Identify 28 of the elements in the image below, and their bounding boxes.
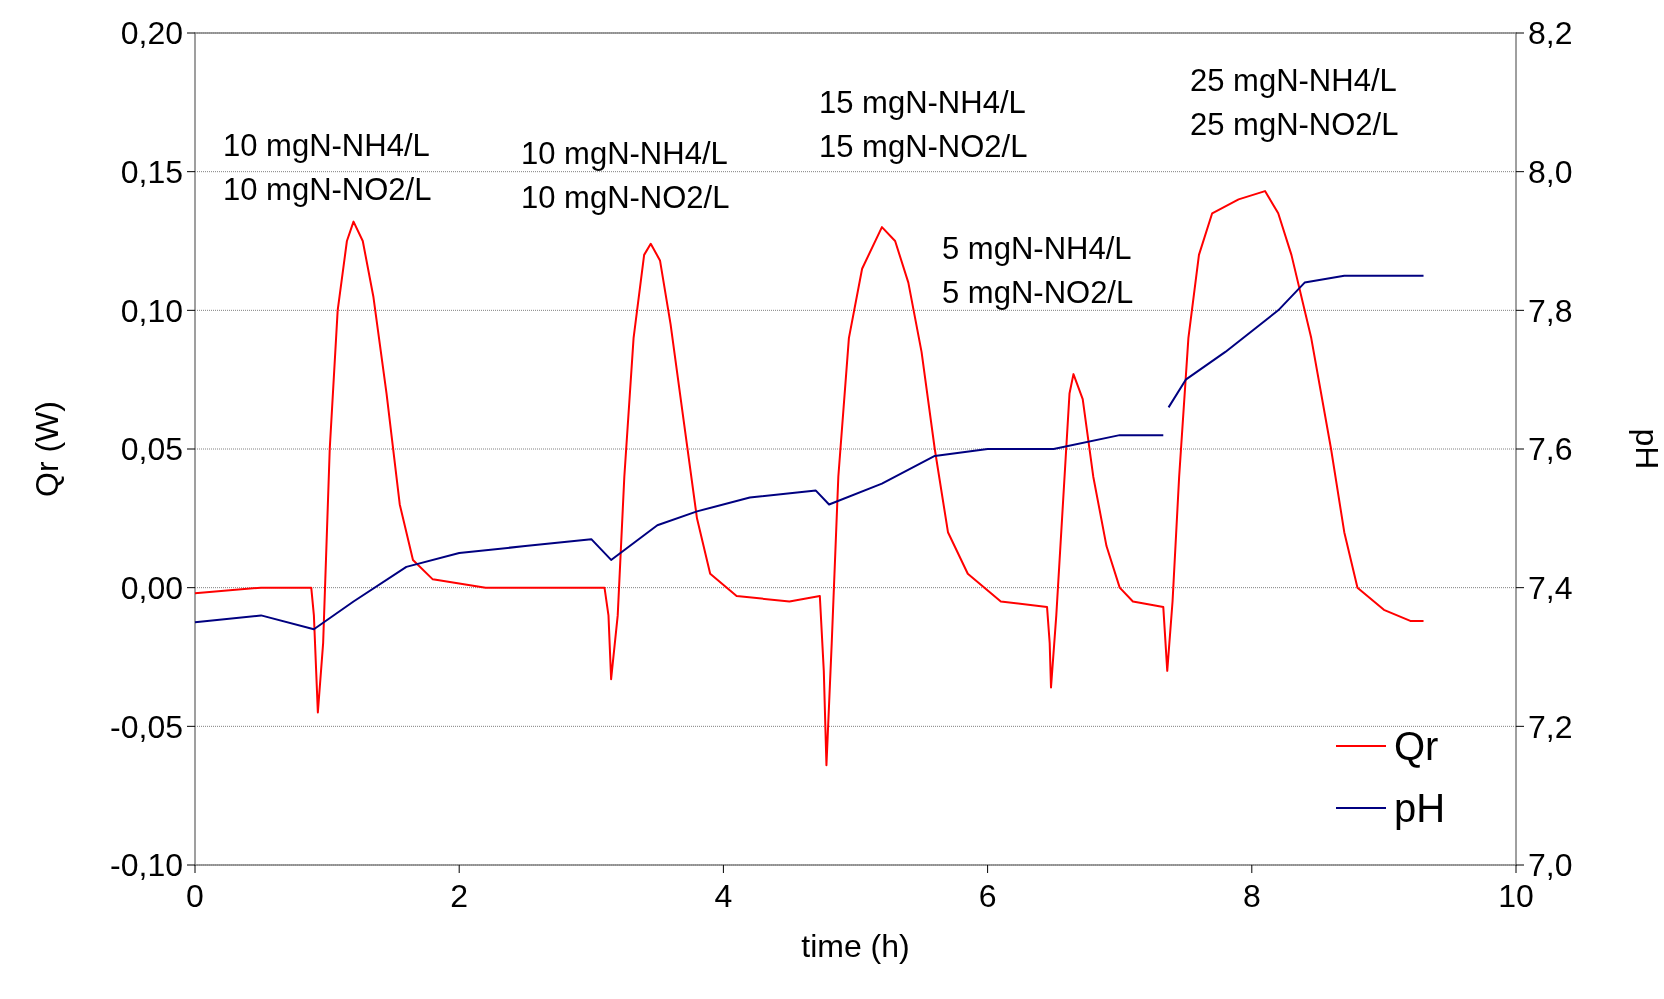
- y-tick-label: 0,05: [120, 431, 183, 468]
- x-tick-label: 4: [714, 878, 733, 914]
- y-tick-label: 0,15: [120, 153, 183, 190]
- annotation: 5 mgN-NH4/L 5 mgN-NO2/L: [942, 231, 1134, 310]
- legend-label: pH: [1394, 786, 1446, 830]
- y2-tick-label: 7,2: [1528, 708, 1573, 745]
- legend-label: Qr: [1394, 724, 1439, 768]
- annotation: 25 mgN-NH4/L 25 mgN-NO2/L: [1190, 63, 1399, 142]
- y-axis-title: Qr (W): [29, 401, 65, 497]
- annotation: 15 mgN-NH4/L 15 mgN-NO2/L: [819, 85, 1028, 164]
- x-tick-label: 6: [978, 878, 997, 914]
- x-tick-label: 2: [450, 878, 469, 914]
- y-tick-label: 0,20: [120, 15, 183, 52]
- y2-tick-label: 8,2: [1528, 15, 1573, 52]
- annotation: 10 mgN-NH4/L 10 mgN-NO2/L: [521, 136, 730, 215]
- y-tick-label: -0,05: [110, 708, 183, 745]
- y2-tick-label: 7,8: [1528, 292, 1573, 329]
- y2-tick-label: 7,4: [1528, 569, 1573, 606]
- x-tick-label: 0: [186, 878, 204, 914]
- y-tick-label: -0,10: [110, 847, 183, 884]
- y2-tick-label: 8,0: [1528, 153, 1573, 190]
- y2-tick-label: 7,6: [1528, 431, 1573, 468]
- y-tick-label: 0,00: [120, 569, 183, 606]
- annotation: 10 mgN-NH4/L 10 mgN-NO2/L: [223, 128, 432, 207]
- x-axis-title: time (h): [801, 928, 910, 964]
- y-tick-label: 0,10: [120, 292, 183, 329]
- x-tick-label: 8: [1242, 878, 1261, 914]
- y2-axis-title: pH: [1629, 428, 1664, 470]
